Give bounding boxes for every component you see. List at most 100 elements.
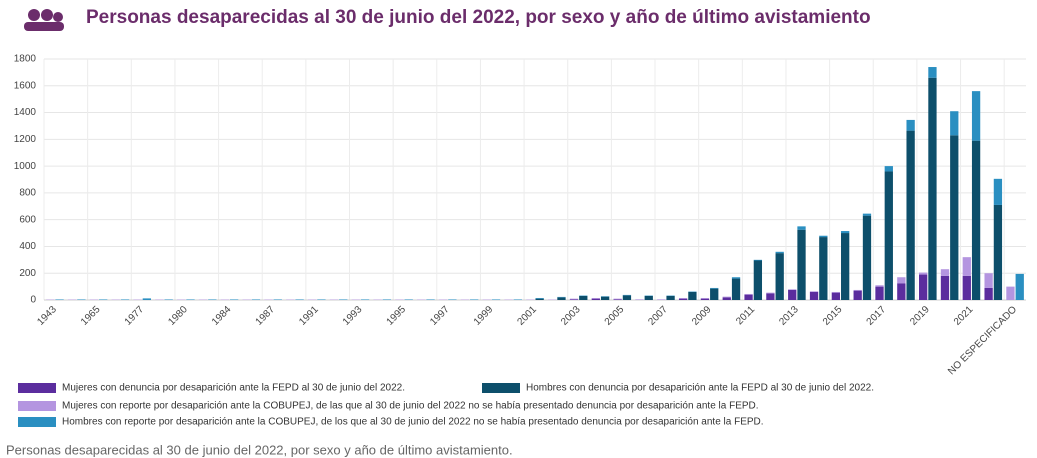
bar-segment <box>251 299 261 300</box>
bar-segment <box>853 289 862 291</box>
bar-segment <box>753 260 763 300</box>
bar-segment <box>884 171 893 300</box>
bar-segment <box>339 299 348 300</box>
x-tick-label: 2009 <box>690 304 714 328</box>
bar-segment <box>984 273 993 288</box>
bar-segment <box>666 295 675 300</box>
x-tick-label: 2001 <box>515 304 539 328</box>
bar-segment <box>657 299 666 300</box>
bar-segment <box>766 292 775 294</box>
bar-segment <box>513 299 522 300</box>
y-tick-label: 1000 <box>14 161 37 172</box>
bar-segment <box>591 298 600 300</box>
bar-segment <box>875 285 884 287</box>
bar-segment <box>448 299 457 300</box>
bar-segment <box>700 297 710 299</box>
y-tick-label: 1800 <box>14 54 37 65</box>
x-tick-label: 2017 <box>865 304 889 328</box>
bar-segment <box>382 299 392 300</box>
bar-segment <box>906 130 915 300</box>
bar-segment <box>862 215 872 300</box>
bar-segment <box>897 277 906 284</box>
bar-segment <box>962 275 971 300</box>
bar-segment <box>404 299 413 300</box>
bar-segment <box>775 251 784 254</box>
bar-segment <box>971 140 981 300</box>
bar-segment <box>535 298 544 300</box>
bar-segment <box>635 299 644 300</box>
bar-segment <box>535 297 544 299</box>
bar-segment <box>841 231 850 234</box>
bar-segment <box>897 283 906 300</box>
bar-segment <box>731 277 741 279</box>
bar-segment <box>993 204 1003 300</box>
bar-segment <box>491 299 501 300</box>
bar-segment <box>229 299 239 300</box>
bar-segment <box>120 299 130 300</box>
y-tick-label: 800 <box>19 188 36 199</box>
bar-segment <box>884 166 893 172</box>
x-tick-label: 2021 <box>952 304 976 328</box>
x-tick-label: 2015 <box>821 304 845 328</box>
bar-segment <box>77 299 86 300</box>
y-tick-label: 200 <box>19 268 36 279</box>
legend-swatch <box>482 383 520 393</box>
bar-segment <box>950 135 959 300</box>
bar-segment <box>819 235 828 238</box>
bar-segment <box>993 178 1003 205</box>
bar-segment <box>841 233 850 300</box>
bar-segment <box>700 298 710 300</box>
bar-segment <box>919 272 928 275</box>
bar-segment <box>906 119 915 131</box>
x-tick-label: 1984 <box>210 304 234 328</box>
x-tick-label: 2011 <box>734 304 757 327</box>
bar-segment <box>186 299 195 300</box>
bar-segment <box>853 290 862 300</box>
bar-segment <box>591 297 600 299</box>
bar-segment <box>613 298 622 300</box>
legend-label: Mujeres con denuncia por desaparición an… <box>62 383 405 394</box>
x-tick-label: 1993 <box>341 304 365 328</box>
x-tick-label: 1943 <box>35 304 59 328</box>
bar-segment <box>678 298 688 300</box>
bar-segment <box>613 299 622 300</box>
y-tick-label: 1200 <box>14 134 37 145</box>
bar-segment <box>55 299 64 300</box>
bar-segment <box>788 289 797 290</box>
bar-segment <box>731 278 741 300</box>
y-tick-label: 400 <box>19 241 36 252</box>
bar-segment <box>1006 286 1015 300</box>
y-tick-label: 0 <box>30 295 36 306</box>
bar-segment <box>426 299 435 300</box>
legend-label: Hombres con denuncia por desaparición an… <box>526 383 874 394</box>
bar-segment <box>710 287 719 289</box>
legend-swatch <box>18 401 56 411</box>
x-tick-label: 2003 <box>559 304 583 328</box>
bar-segment <box>809 291 819 292</box>
bar-segment <box>208 299 217 300</box>
bar-segment <box>950 111 959 136</box>
bar-segment <box>600 296 610 300</box>
x-tick-label: 1999 <box>472 304 496 328</box>
legend-swatch <box>18 417 56 427</box>
caption: Personas desaparecidas al 30 de junio de… <box>6 442 513 457</box>
x-tick-label: 1991 <box>297 304 321 328</box>
bar-segment <box>984 287 993 300</box>
bar-segment <box>317 299 326 300</box>
bar-segment <box>831 292 841 300</box>
bar-segment <box>962 257 971 276</box>
y-tick-label: 1600 <box>14 80 37 91</box>
bar-segment <box>295 299 304 300</box>
x-tick-label: 1997 <box>428 304 452 328</box>
bar-segment <box>722 296 731 298</box>
bar-segment <box>710 288 719 300</box>
bar-segment <box>557 297 566 300</box>
bar-segment <box>360 299 370 300</box>
bar-segment <box>579 295 588 300</box>
y-tick-label: 600 <box>19 214 36 225</box>
bar-segment <box>644 295 653 300</box>
bar-segment <box>569 298 579 300</box>
bar-segment <box>470 299 479 300</box>
bar-segment <box>164 299 173 300</box>
